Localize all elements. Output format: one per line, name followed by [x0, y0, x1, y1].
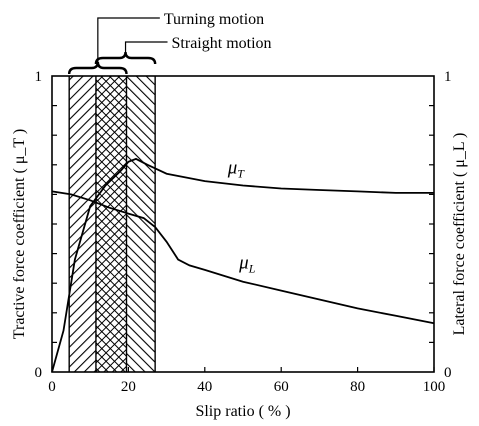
- turning-motion-leader: [97, 17, 160, 62]
- straight-motion-label: Straight motion: [172, 35, 272, 52]
- series-line-0: [51, 157, 434, 373]
- turning-motion-brace: [67, 61, 128, 75]
- y-left-tick-label: 1: [35, 69, 43, 85]
- region-braces: [67, 17, 168, 75]
- curve-label-mu-t: μT: [227, 158, 246, 181]
- y-axis-left-label: Tractive force coefficient ( μ_T ): [11, 129, 28, 339]
- x-tick-label: 20: [121, 379, 136, 395]
- curve-label-mu-l: μL: [238, 252, 256, 275]
- x-tick-label: 40: [197, 379, 212, 395]
- x-axis-label: Slip ratio ( % ): [195, 403, 290, 420]
- turning-motion-label: Turning motion: [164, 11, 264, 28]
- straight-motion-brace: [94, 51, 157, 65]
- x-tick-label: 0: [48, 379, 56, 395]
- straight-motion-leader: [124, 41, 168, 52]
- y-axis-right-label: Lateral force coefficient ( μ_L ): [451, 133, 468, 336]
- curve-label-mu-t-sub: T: [237, 167, 245, 181]
- overlap-region: [95, 76, 127, 372]
- curve-label-mu-l-main: μ: [238, 252, 249, 273]
- curves: [51, 157, 435, 373]
- y-left-tick-label: 0: [35, 365, 43, 381]
- curve-label-mu-l-sub: L: [248, 261, 256, 275]
- series-line-1: [51, 190, 435, 325]
- x-tick-label: 60: [274, 379, 289, 395]
- y-right-tick-label: 0: [444, 365, 452, 381]
- turning-motion-region: [69, 76, 96, 372]
- curve-label-mu-t-main: μ: [227, 158, 238, 179]
- x-tick-label: 80: [350, 379, 365, 395]
- motion-regions: [68, 76, 156, 372]
- y-right-tick-label: 1: [444, 69, 452, 85]
- x-tick-label: 100: [423, 379, 446, 395]
